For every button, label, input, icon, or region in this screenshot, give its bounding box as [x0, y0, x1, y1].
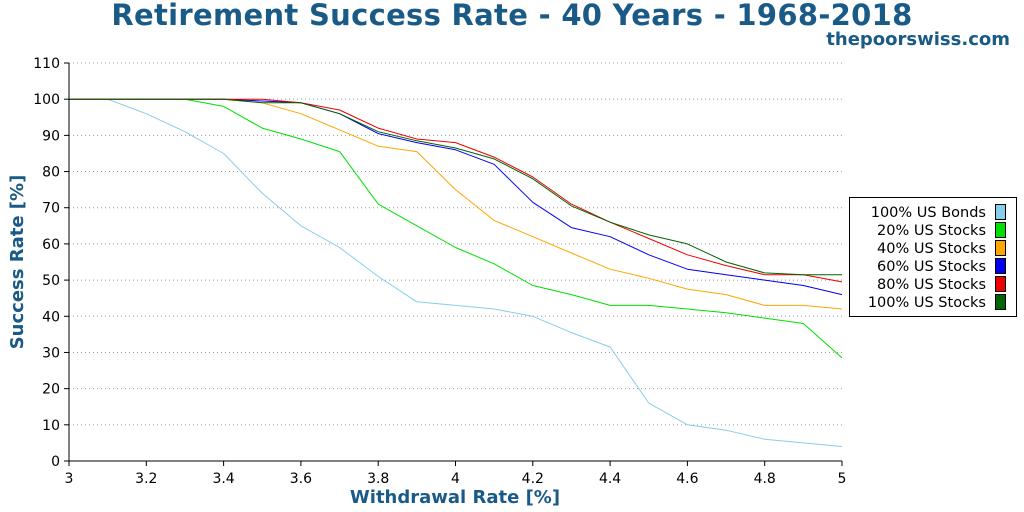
x-tick-label: 3.8	[367, 471, 389, 487]
series-line-20-us-stocks	[69, 98, 843, 359]
x-tick-label: 4.4	[599, 471, 621, 487]
x-tick-label: 5	[838, 471, 847, 487]
y-tick-label: 60	[42, 237, 60, 253]
legend-swatch	[995, 276, 1006, 292]
y-tick-label: 110	[33, 56, 60, 72]
legend-label: 100% US Bonds	[871, 205, 986, 221]
legend-swatch	[995, 258, 1006, 274]
x-tick-label: 3.4	[212, 471, 234, 487]
axes: 0 10 20 30 40 50 60 70 80 90 100 110 3 3.2 3.4 3.6 3.8 4 4…	[33, 56, 846, 487]
x-tick-label: 3.6	[290, 471, 312, 487]
chart-title: Retirement Success Rate - 40 Years - 196…	[111, 0, 913, 32]
series-line-100-us-stocks	[69, 98, 842, 276]
grid-lines	[69, 62, 842, 426]
y-tick-label: 30	[42, 345, 60, 361]
x-tick-label: 4.8	[754, 471, 776, 487]
legend-box	[849, 197, 1017, 317]
legend-swatch	[995, 222, 1006, 238]
x-tick-label: 4.2	[522, 471, 544, 487]
legend-label: 60% US Stocks	[877, 259, 986, 275]
x-tick-label: 3	[65, 471, 74, 487]
legend: 100% US Bonds 20% US Stocks 40% US Stocks 6…	[849, 197, 1017, 317]
legend-label: 40% US Stocks	[877, 241, 986, 257]
x-tick-label: 4.6	[676, 471, 698, 487]
y-tick-label: 0	[51, 454, 60, 470]
series-line-80-us-stocks	[69, 98, 843, 283]
x-axis-label: Withdrawal Rate [%]	[350, 487, 560, 508]
y-tick-label: 50	[42, 273, 60, 289]
series-line-40-us-stocks	[69, 98, 843, 310]
chart-subtitle: thepoorswiss.com	[826, 29, 1010, 50]
legend-swatch	[995, 294, 1006, 310]
y-tick-label: 90	[42, 128, 60, 144]
series-layer	[69, 98, 843, 447]
y-axis-label: Success Rate [%]	[7, 175, 28, 350]
legend-swatch	[995, 240, 1006, 256]
legend-label: 100% US Stocks	[868, 295, 986, 311]
legend-label: 20% US Stocks	[877, 223, 986, 239]
x-tick-label: 3.2	[135, 471, 157, 487]
y-tick-label: 100	[33, 92, 60, 108]
y-tick-label: 80	[42, 165, 60, 181]
x-tick-label: 4	[451, 471, 460, 487]
y-tick-label: 40	[42, 309, 60, 325]
y-tick-label: 10	[42, 418, 60, 434]
legend-swatch	[995, 204, 1006, 220]
y-tick-label: 70	[42, 201, 60, 217]
legend-label: 80% US Stocks	[877, 277, 986, 293]
y-tick-label: 20	[42, 382, 60, 398]
series-line-100-us-bonds	[69, 98, 843, 447]
